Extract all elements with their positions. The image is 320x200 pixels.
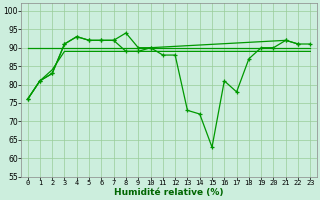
X-axis label: Humidité relative (%): Humidité relative (%) [114,188,224,197]
